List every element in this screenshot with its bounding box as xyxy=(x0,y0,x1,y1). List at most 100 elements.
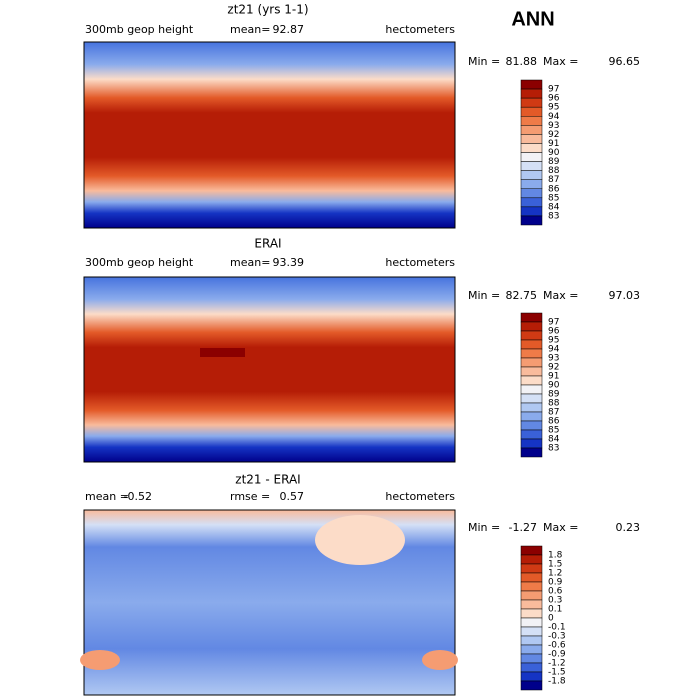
colorbar-box xyxy=(520,357,543,368)
colorbar-label: 0.6 xyxy=(548,587,563,597)
colorbar-box xyxy=(520,134,543,144)
colorbar-label: 91 xyxy=(548,139,559,149)
colorbar-label: 0.9 xyxy=(548,578,563,588)
colorbar-box xyxy=(520,116,543,126)
colorbar-box xyxy=(520,554,543,565)
colorbar-label: -1.5 xyxy=(548,668,566,678)
min-value: -1.27 xyxy=(509,521,537,534)
max-label: Max = xyxy=(543,289,578,302)
colorbar-box xyxy=(520,411,543,422)
max-value: 0.23 xyxy=(616,521,641,534)
map-1 xyxy=(83,41,456,229)
colorbar-label: 93 xyxy=(548,354,559,364)
colorbar-label: 1.5 xyxy=(548,560,562,570)
colorbar-box xyxy=(520,671,543,682)
colorbar-label: 86 xyxy=(548,184,560,194)
colorbar-box xyxy=(520,88,543,99)
colorbar-label: 88 xyxy=(548,166,560,176)
colorbar-label: 83 xyxy=(548,211,559,221)
colorbar-label: 85 xyxy=(548,426,559,436)
panel-left-value: -0.52 xyxy=(124,490,152,503)
colorbar-label: 1.8 xyxy=(548,551,563,561)
stat-value: 92.87 xyxy=(273,23,305,36)
colorbar-label: 96 xyxy=(548,94,560,104)
colorbar-label: 91 xyxy=(548,372,559,382)
colorbar-box xyxy=(520,215,543,226)
colorbar-box xyxy=(520,339,543,350)
colorbar-box xyxy=(520,106,543,117)
colorbar-box xyxy=(520,626,543,637)
colorbar-box xyxy=(520,206,543,217)
colorbar-box xyxy=(520,545,543,556)
min-value: 82.75 xyxy=(506,289,538,302)
colorbar-label: 89 xyxy=(548,157,560,167)
colorbar-label: 94 xyxy=(548,112,560,122)
colorbar-label: -0.3 xyxy=(548,632,566,642)
units: hectometers xyxy=(385,23,455,36)
colorbar-box xyxy=(520,563,543,574)
map-2 xyxy=(83,276,456,463)
panel-title: zt21 - ERAI xyxy=(235,473,300,487)
colorbar-label: 88 xyxy=(548,399,560,409)
colorbar-label: 96 xyxy=(548,327,560,337)
colorbar-label: -0.1 xyxy=(548,623,566,633)
colorbar-box xyxy=(520,366,543,377)
colorbar-box xyxy=(520,644,543,655)
colorbar-label: 87 xyxy=(548,175,559,185)
colorbar-box xyxy=(520,653,543,664)
colorbar-label: -1.2 xyxy=(548,659,566,669)
colorbar-label: 84 xyxy=(548,435,560,445)
colorbar-box xyxy=(520,393,543,404)
panel-title: zt21 (yrs 1-1) xyxy=(227,3,308,17)
colorbar-label: -0.6 xyxy=(548,641,566,651)
colorbar-box xyxy=(520,438,543,449)
colorbar-box xyxy=(520,125,543,135)
colorbar-box xyxy=(520,617,543,628)
stat-label: mean= xyxy=(230,23,270,36)
colorbar-box xyxy=(520,447,543,458)
colorbar-box xyxy=(520,572,543,583)
colorbar-label: 0.3 xyxy=(548,596,562,606)
colorbar-label: 0 xyxy=(548,614,554,624)
colorbar-label: 93 xyxy=(548,121,559,131)
colorbar-label: 90 xyxy=(548,148,560,158)
min-label: Min = xyxy=(468,289,500,302)
colorbar-box xyxy=(520,97,543,108)
colorbar-box xyxy=(520,680,543,691)
colorbar-box xyxy=(520,321,543,332)
stat-label: mean= xyxy=(230,256,270,269)
season-title: ANN xyxy=(511,8,554,30)
colorbar-box xyxy=(520,348,543,359)
colorbar-label: 95 xyxy=(548,336,559,346)
colorbar-label: 83 xyxy=(548,444,559,454)
colorbar-label: 94 xyxy=(548,345,560,355)
max-value: 97.03 xyxy=(609,289,641,302)
colorbar-label: 92 xyxy=(548,130,559,140)
colorbar-box xyxy=(520,635,543,646)
min-value: 81.88 xyxy=(506,55,538,68)
colorbar-box xyxy=(520,581,543,592)
colorbar-label: 89 xyxy=(548,390,560,400)
stat-label: rmse = xyxy=(230,490,270,503)
colorbar-label: 92 xyxy=(548,363,559,373)
colorbar-box xyxy=(520,429,543,440)
max-label: Max = xyxy=(543,521,578,534)
colorbar-box xyxy=(520,662,543,673)
colorbar-label: 0.1 xyxy=(548,605,562,615)
colorbar-box xyxy=(520,79,543,90)
panel-left-label: mean = xyxy=(85,490,129,503)
panel-left-label: 300mb geop height xyxy=(85,23,194,36)
units: hectometers xyxy=(385,490,455,503)
colorbar-label: 86 xyxy=(548,417,560,427)
min-label: Min = xyxy=(468,55,500,68)
max-label: Max = xyxy=(543,55,578,68)
colorbar-box xyxy=(520,590,543,601)
colorbar-label: 84 xyxy=(548,202,560,212)
colorbar-box xyxy=(520,161,543,171)
colorbar-label: 95 xyxy=(548,103,559,113)
colorbar-label: 85 xyxy=(548,193,559,203)
colorbar-label: 90 xyxy=(548,381,560,391)
colorbar-box xyxy=(520,599,543,610)
colorbar-box xyxy=(520,608,543,619)
